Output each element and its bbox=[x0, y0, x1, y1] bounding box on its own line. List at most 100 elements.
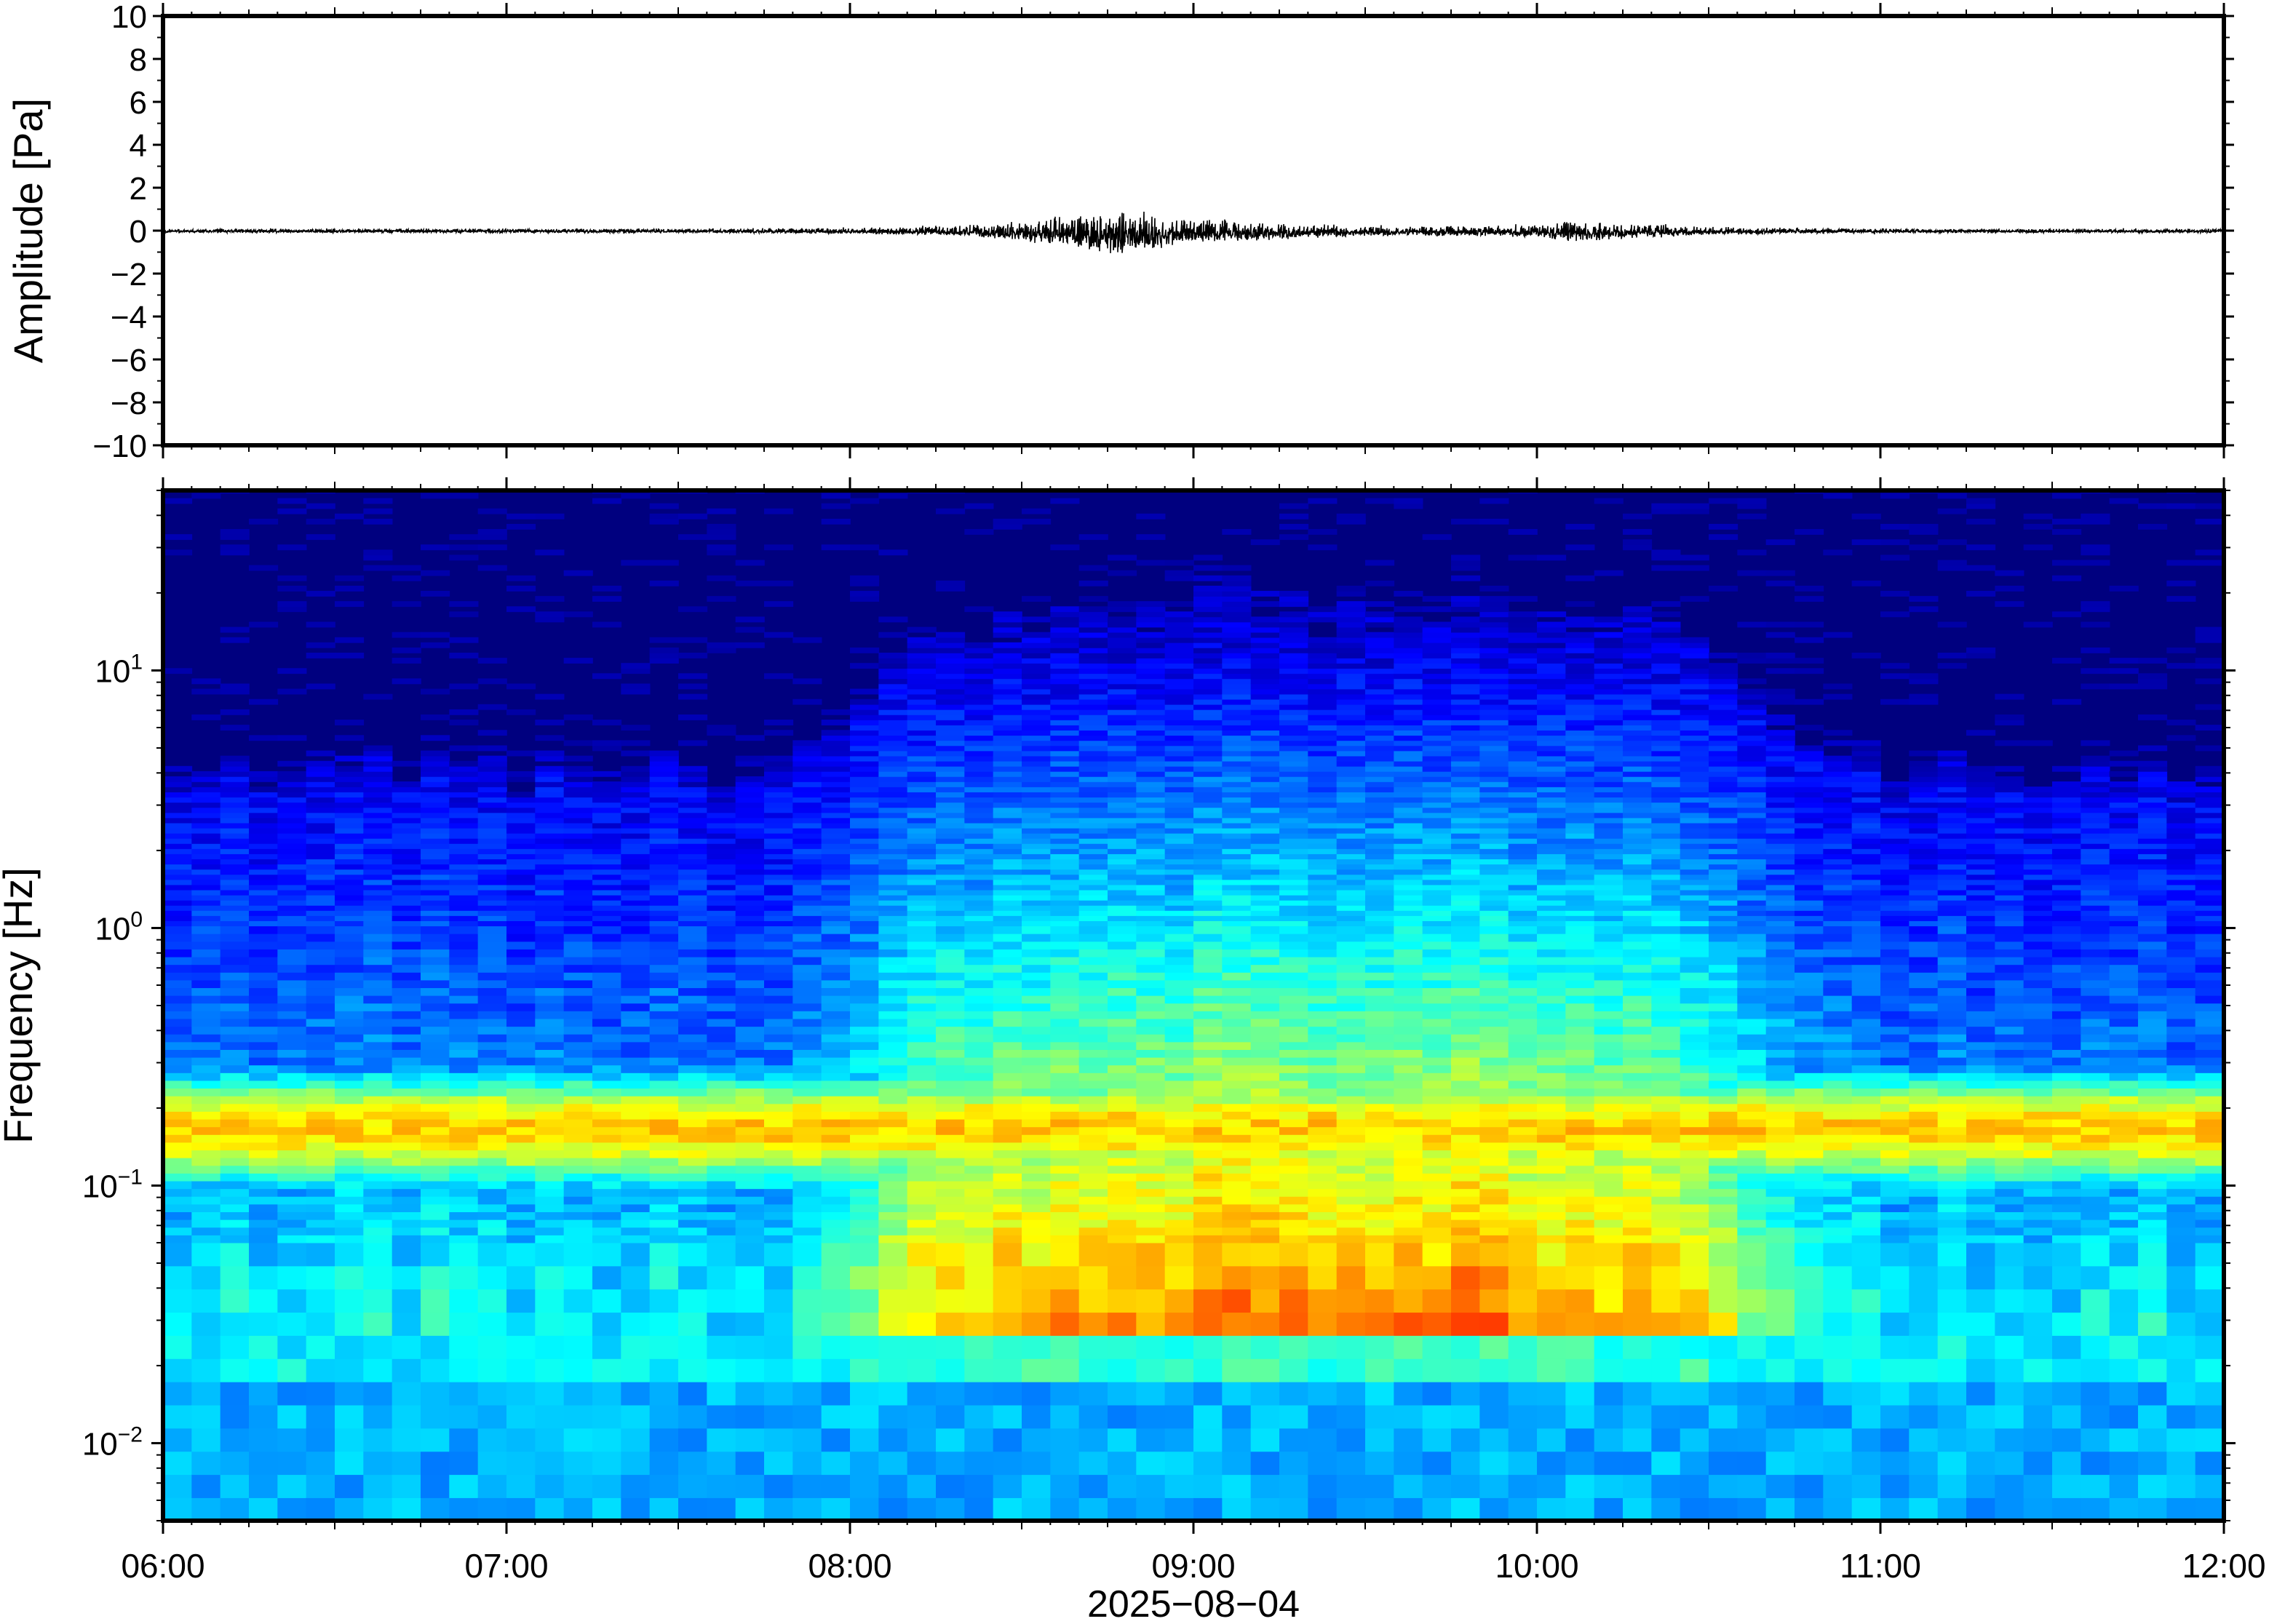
spectrogram-cell bbox=[1279, 513, 1309, 520]
spectrogram-cell bbox=[878, 1088, 908, 1096]
spectrogram-cell bbox=[907, 920, 937, 927]
spectrogram-cell bbox=[649, 1056, 679, 1066]
spectrogram-cell bbox=[1279, 853, 1309, 860]
spectrogram-cell bbox=[792, 837, 822, 844]
spectrogram-cell bbox=[764, 1195, 794, 1205]
spectrogram-cell bbox=[477, 1142, 507, 1151]
spectrogram-cell bbox=[1050, 755, 1080, 762]
spectrogram-cell bbox=[191, 771, 221, 777]
spectrogram-cell bbox=[707, 904, 736, 911]
spectrogram-cell bbox=[563, 1428, 593, 1452]
spectrogram-cell bbox=[535, 1219, 565, 1228]
spectrogram-cell bbox=[1222, 529, 1252, 535]
spectrogram-cell bbox=[1279, 647, 1309, 653]
spectrogram-cell bbox=[1050, 653, 1080, 658]
spectrogram-cell bbox=[449, 812, 479, 819]
spectrogram-cell bbox=[1050, 1064, 1080, 1073]
spectrogram-cell bbox=[936, 1118, 966, 1128]
spectrogram-cell bbox=[1365, 941, 1395, 950]
spectrogram-cell bbox=[850, 591, 880, 597]
spectrogram-cell bbox=[1193, 869, 1223, 875]
spectrogram-cell bbox=[1078, 1126, 1108, 1135]
spectrogram-cell bbox=[421, 714, 450, 720]
spectrogram-cell bbox=[506, 1165, 536, 1174]
spectrogram-cell bbox=[621, 668, 651, 674]
spectrogram-cell bbox=[649, 1289, 679, 1313]
spectrogram-cell bbox=[1050, 771, 1080, 777]
spectrogram-cell bbox=[1279, 668, 1309, 674]
spectrogram-cell bbox=[191, 889, 221, 896]
spectrogram-cell bbox=[707, 1235, 736, 1243]
spectrogram-cell bbox=[907, 899, 937, 906]
spectrogram-cell bbox=[392, 843, 421, 849]
spectrogram-cell bbox=[363, 853, 393, 860]
spectrogram-cell bbox=[821, 1242, 851, 1267]
spectrogram-cell bbox=[535, 1041, 565, 1050]
spectrogram-cell bbox=[993, 1211, 1022, 1220]
spectrogram-cell bbox=[1422, 1018, 1452, 1027]
spectrogram-cell bbox=[1022, 1211, 1052, 1220]
spectrogram-cell bbox=[1222, 1381, 1252, 1406]
spectrogram-cell bbox=[907, 1451, 937, 1476]
spectrogram-cell bbox=[878, 1358, 908, 1382]
spectrogram-cell bbox=[1308, 1126, 1338, 1135]
spectrogram-cell bbox=[1308, 1335, 1338, 1359]
spectrogram-cell bbox=[764, 859, 794, 865]
spectrogram-cell bbox=[1164, 1088, 1194, 1096]
spectrogram-cell bbox=[563, 1381, 593, 1406]
spectrogram-cell bbox=[850, 544, 880, 551]
spectrogram-cell bbox=[1365, 812, 1395, 819]
spectrogram-cell bbox=[506, 822, 536, 829]
spectrogram-cell bbox=[878, 1265, 908, 1290]
spectrogram-cell bbox=[821, 1165, 851, 1174]
spectrogram-cell bbox=[421, 1173, 450, 1182]
spectrogram-cell bbox=[621, 776, 651, 782]
spectrogram-cell bbox=[220, 837, 250, 844]
spectrogram-cell bbox=[1222, 1265, 1252, 1290]
spectrogram-cell bbox=[1222, 827, 1252, 834]
spectrogram-cell bbox=[1193, 781, 1223, 787]
spectrogram-cell bbox=[1050, 647, 1080, 653]
spectrogram-cell bbox=[1365, 1381, 1395, 1406]
spectrogram-cell bbox=[1022, 987, 1052, 996]
spectrogram-cell bbox=[363, 792, 393, 798]
spectrogram-cell bbox=[1078, 693, 1108, 700]
spectrogram-cell bbox=[1451, 730, 1481, 736]
spectrogram-cell bbox=[1136, 642, 1166, 648]
spectrogram-cell bbox=[563, 1312, 593, 1336]
spectrogram-cell bbox=[392, 760, 421, 767]
spectrogram-cell bbox=[421, 1381, 450, 1406]
spectrogram-cell bbox=[1422, 698, 1452, 705]
spectrogram-cell bbox=[1022, 750, 1052, 757]
spectrogram-cell bbox=[449, 837, 479, 844]
spectrogram-cell bbox=[335, 797, 365, 803]
spectrogram-cell bbox=[1136, 837, 1166, 844]
spectrogram-cell bbox=[1050, 1111, 1080, 1120]
spectrogram-cell bbox=[506, 894, 536, 901]
spectrogram-cell bbox=[1078, 941, 1108, 950]
spectrogram-cell bbox=[306, 920, 335, 927]
spectrogram-cell bbox=[363, 750, 393, 757]
spectrogram-cell bbox=[1336, 1173, 1366, 1182]
spectrogram-cell bbox=[735, 879, 765, 885]
spectrogram-cell bbox=[907, 1056, 937, 1066]
spectrogram-cell bbox=[1422, 1173, 1452, 1182]
spectrogram-cell bbox=[1451, 971, 1481, 981]
spectrogram-cell bbox=[392, 797, 421, 803]
spectrogram-cell bbox=[220, 1451, 250, 1476]
spectrogram-cell bbox=[220, 1381, 250, 1406]
spectrogram-cell bbox=[821, 1003, 851, 1011]
spectrogram-cell bbox=[621, 1289, 651, 1313]
spectrogram-cell bbox=[363, 859, 393, 865]
spectrogram-cell bbox=[1022, 1227, 1052, 1235]
spectrogram-cell bbox=[1365, 926, 1395, 934]
spectrogram-cell bbox=[1422, 740, 1452, 747]
spectrogram-cell bbox=[1394, 1180, 1423, 1190]
spectrogram-cell bbox=[363, 1118, 393, 1128]
spectrogram-cell bbox=[678, 1134, 708, 1143]
spectrogram-cell bbox=[163, 1312, 193, 1336]
spectrogram-cell bbox=[1451, 554, 1481, 561]
spectrogram-cell bbox=[1193, 1134, 1223, 1143]
spectrogram-cell bbox=[1336, 889, 1366, 896]
spectrogram-cell bbox=[1451, 626, 1481, 633]
